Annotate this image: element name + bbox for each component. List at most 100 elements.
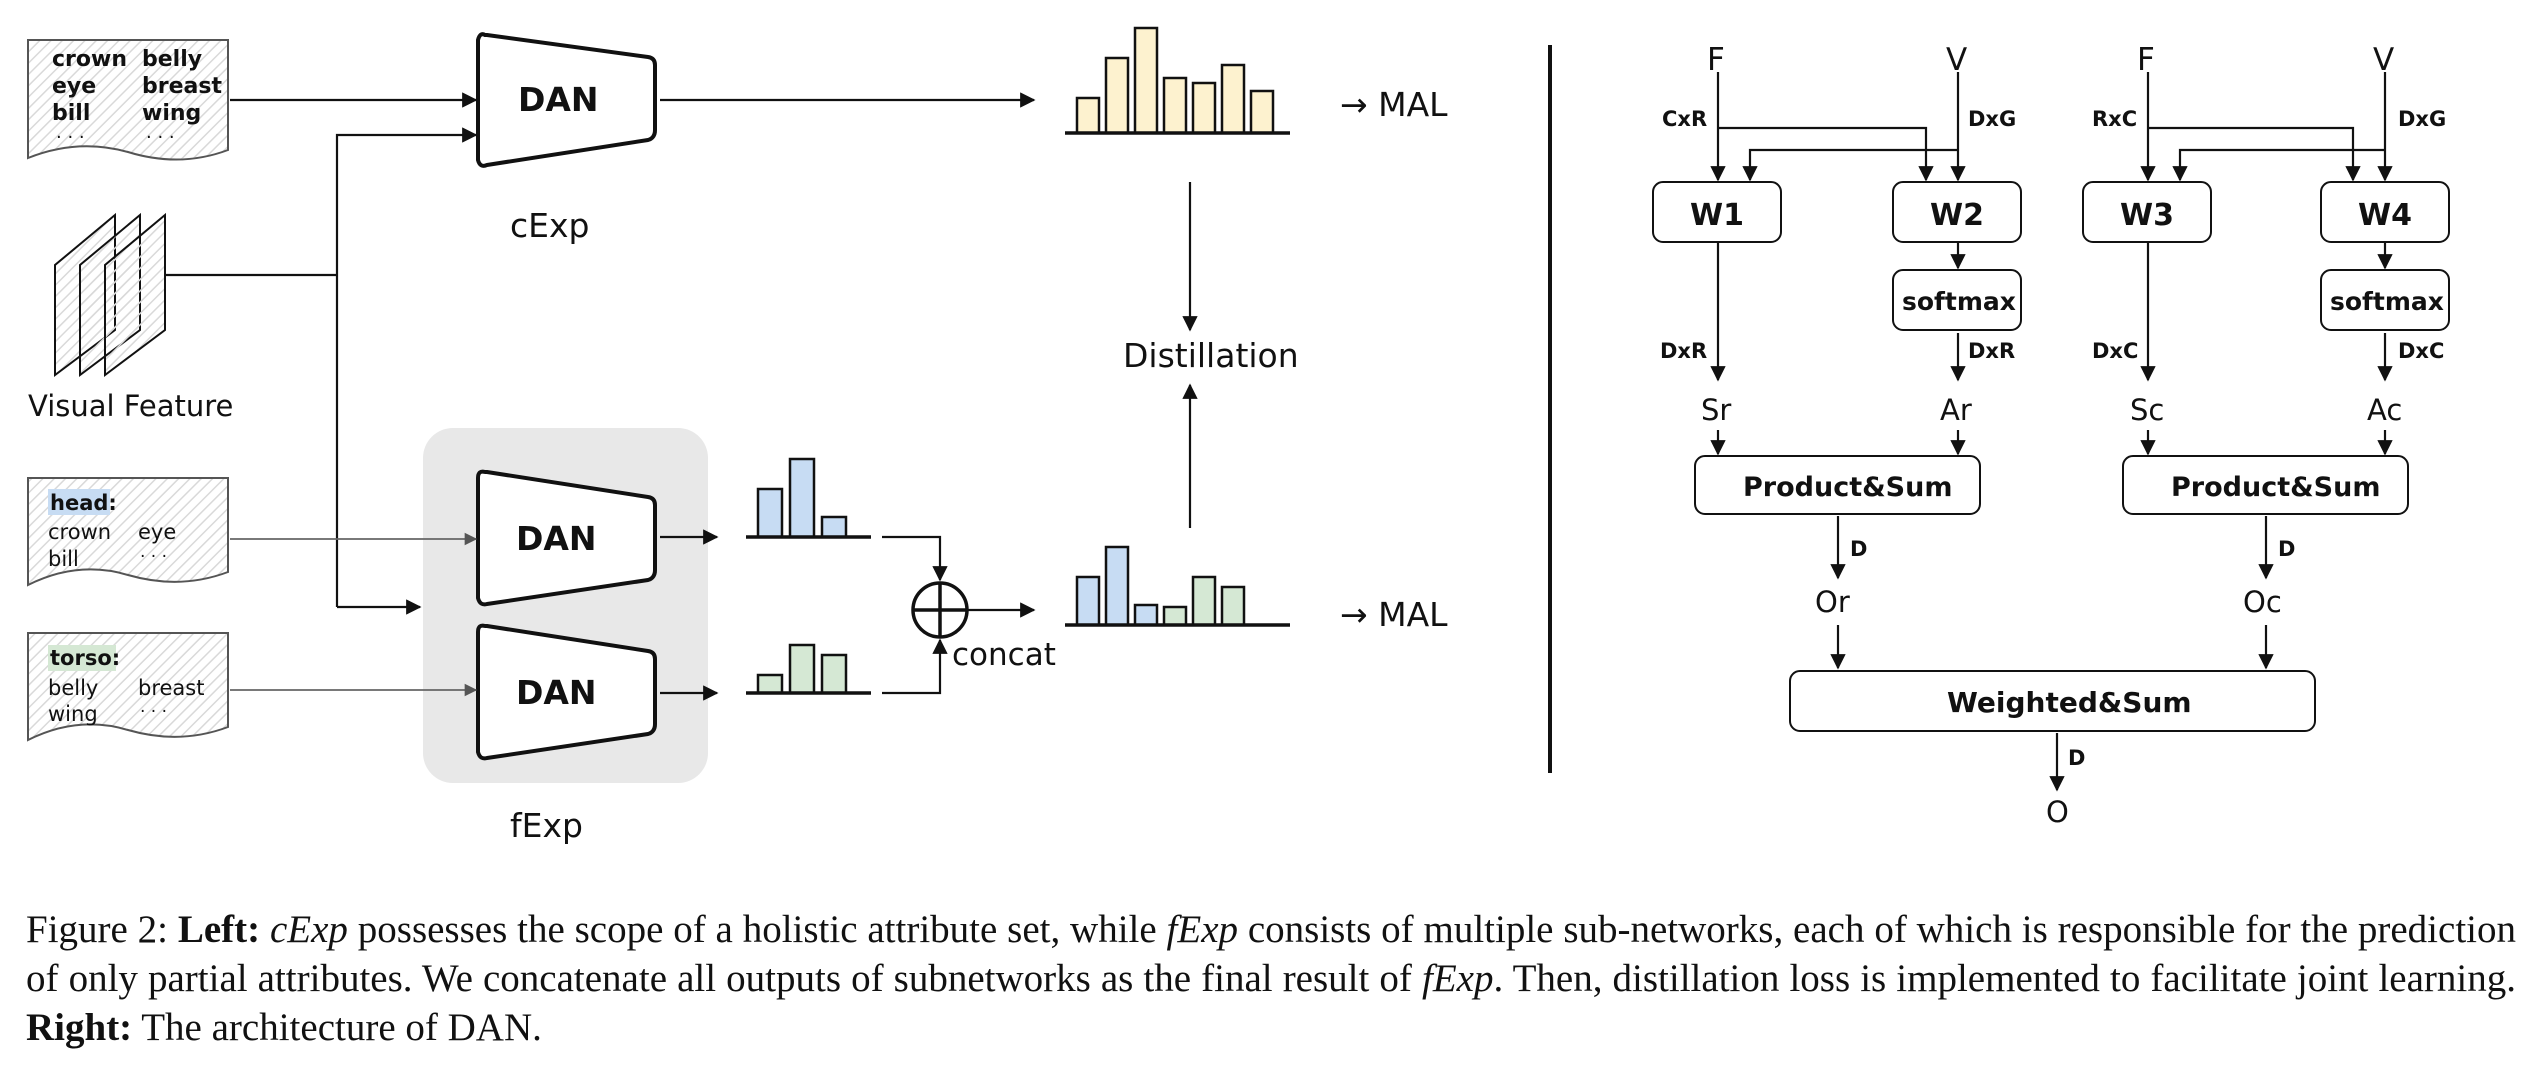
histogram-concat — [1065, 545, 1290, 627]
w1-label: W1 — [1690, 198, 1744, 233]
attr-word: · · · — [140, 702, 167, 722]
caption-left-label: Left: — [177, 908, 261, 951]
visual-feature-stack — [54, 212, 166, 377]
figure-diagram: crown belly eye breast bill wing · · · ·… — [27, 26, 2450, 845]
histogram-bar — [1220, 585, 1246, 627]
weighted-sum-box: Weighted&Sum — [1789, 670, 2316, 732]
concat-oplus — [911, 581, 969, 639]
softmax-label: softmax — [1902, 287, 2016, 316]
figure-caption: Figure 2: Left: cExp possesses the scope… — [26, 905, 2516, 1052]
attribute-card-holistic: crown belly eye breast bill wing · · · ·… — [27, 39, 229, 161]
histogram-bar — [1191, 575, 1217, 627]
dim-dxc-left: DxC — [2092, 339, 2138, 363]
histogram-bar — [756, 487, 784, 539]
histogram-bar — [1191, 81, 1217, 135]
caption-text-4: The architecture of DAN. — [132, 1006, 542, 1049]
input-v-left: V — [1946, 42, 1967, 78]
right-connectors — [1710, 72, 2393, 792]
w3-label: W3 — [2120, 198, 2174, 233]
dan-block-torso: DAN — [476, 623, 657, 761]
attr-word: bill — [52, 101, 90, 126]
histogram-bar — [1104, 545, 1130, 627]
dan-block-cexp: DAN — [476, 32, 657, 168]
attr-word: wing — [48, 702, 98, 726]
histogram-bar — [788, 457, 816, 539]
concat-label: concat — [952, 637, 1056, 673]
histogram-bar — [1133, 603, 1159, 627]
caption-text-2: consists of multiple sub-networks, each … — [26, 908, 2517, 1000]
dim-d-right: D — [2278, 537, 2295, 561]
cexp-label: cExp — [510, 206, 589, 245]
ac-label: Ac — [2367, 393, 2402, 427]
softmax-box-left: softmax — [1892, 269, 2022, 331]
output-o-label: O — [2046, 795, 2069, 829]
histogram-cexp — [1065, 26, 1290, 135]
sr-label: Sr — [1701, 393, 1731, 427]
histogram-bar — [1075, 575, 1101, 627]
input-f-left: F — [1707, 42, 1725, 78]
or-label: Or — [1815, 585, 1850, 619]
dan-label: DAN — [516, 519, 597, 558]
caption-fexp-2: fExp — [1421, 957, 1494, 1000]
product-sum-box-right: Product&Sum — [2122, 455, 2409, 515]
attr-word: crown — [52, 47, 127, 72]
dan-label: DAN — [516, 673, 597, 712]
histogram-bar — [1162, 76, 1188, 135]
attr-word: breast — [138, 676, 204, 700]
caption-text-3: . Then, distillation loss is implemented… — [1493, 957, 2516, 1000]
weighted-sum-label: Weighted&Sum — [1947, 686, 2192, 719]
dim-dxr-right: DxR — [1968, 339, 2015, 363]
distillation-label: Distillation — [1123, 336, 1299, 375]
dim-cxr: CxR — [1662, 107, 1707, 131]
torso-tag: torso: — [50, 646, 120, 670]
product-sum-box-left: Product&Sum — [1694, 455, 1981, 515]
sc-label: Sc — [2130, 393, 2164, 427]
card-connectors — [230, 532, 478, 697]
attr-word: belly — [142, 47, 202, 72]
mal-label-top: → MAL — [1340, 85, 1448, 124]
attr-word: belly — [48, 676, 98, 700]
input-v-right: V — [2373, 42, 2394, 78]
softmax-box-right: softmax — [2320, 269, 2450, 331]
mal-label-bottom: → MAL — [1340, 595, 1448, 634]
ar-label: Ar — [1940, 393, 1972, 427]
oc-label: Oc — [2243, 585, 2282, 619]
attr-word: breast — [142, 74, 222, 99]
caption-cexp: cExp — [269, 908, 348, 951]
attr-word: · · · — [146, 127, 175, 148]
dim-d-left: D — [1850, 537, 1867, 561]
head-tag: head: — [50, 491, 117, 515]
histogram-bar — [820, 653, 848, 695]
w2-label: W2 — [1930, 198, 1984, 233]
dim-dxr-left: DxR — [1660, 339, 1707, 363]
histogram-bar — [820, 515, 848, 539]
attribute-card-torso: torso: belly breast wing · · · — [27, 632, 229, 742]
histogram-head — [746, 457, 871, 539]
product-sum-label: Product&Sum — [2171, 472, 2380, 503]
histogram-bar — [1075, 96, 1101, 135]
caption-fexp: fExp — [1166, 908, 1238, 951]
visual-feature-label: Visual Feature — [28, 389, 233, 423]
w3-box: W3 — [2082, 181, 2212, 243]
caption-figure-label: Figure 2: — [26, 908, 168, 951]
attr-word: · · · — [140, 547, 167, 567]
histogram-bar — [788, 643, 816, 695]
dim-dxg-left: DxG — [1968, 107, 2016, 131]
caption-text-1: possesses the scope of a holistic attrib… — [347, 908, 1167, 951]
attribute-card-head: head: crown eye bill · · · — [27, 477, 229, 587]
attr-word: wing — [142, 101, 201, 126]
attr-word: crown — [48, 520, 111, 544]
dim-dxg-right: DxG — [2398, 107, 2446, 131]
histogram-bar — [1133, 26, 1159, 135]
dan-block-head: DAN — [476, 469, 657, 607]
histogram-bar — [1162, 605, 1188, 627]
fexp-label: fExp — [510, 806, 583, 845]
dim-d-bottom: D — [2068, 746, 2085, 770]
attr-word: eye — [52, 74, 96, 99]
attr-word: bill — [48, 547, 79, 571]
dim-rxc: RxC — [2092, 107, 2137, 131]
concat-connectors — [660, 529, 1036, 701]
histogram-bar — [1104, 56, 1130, 135]
left-connectors — [165, 92, 1036, 615]
w4-label: W4 — [2358, 198, 2412, 233]
